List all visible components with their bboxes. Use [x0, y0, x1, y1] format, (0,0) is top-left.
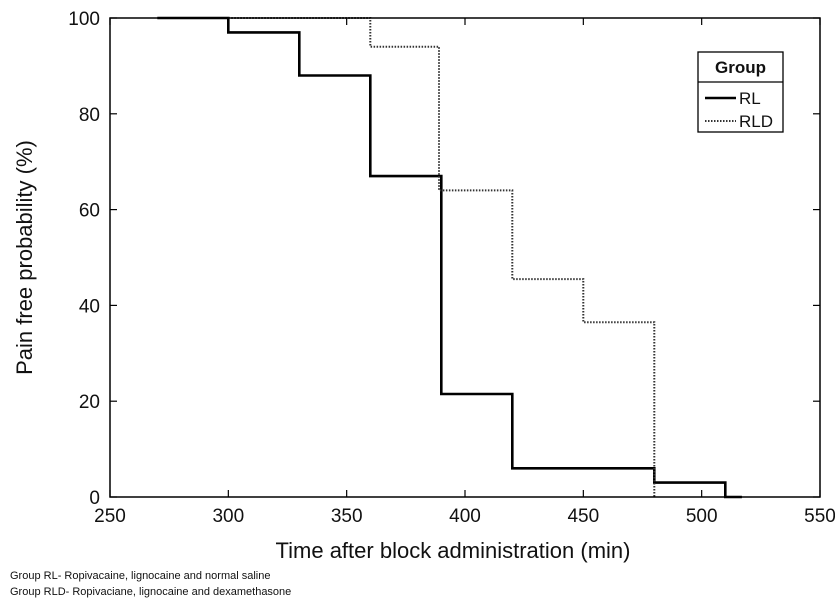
series-line-rl [157, 16, 742, 499]
x-tick-label: 500 [686, 506, 718, 527]
x-tick-label: 550 [804, 506, 835, 527]
y-tick-label: 0 [89, 488, 100, 509]
x-tick-label: 350 [331, 506, 363, 527]
series-line-rld [228, 17, 656, 497]
footnote-group-rl: Group RL- Ropivacaine, lignocaine and no… [10, 570, 271, 582]
legend-label-rl: RL [739, 89, 761, 108]
x-tick-label: 450 [567, 506, 599, 527]
legend-label-rld: RLD [739, 112, 773, 131]
y-tick-label: 60 [79, 201, 100, 222]
footnote-group-rld: Group RLD- Ropivaciane, lignocaine and d… [10, 586, 292, 598]
y-tick-label: 100 [68, 9, 100, 30]
survival-chart: 250 300 350 400 450 500 550 0 20 40 60 80 100 Time af… [12, 9, 835, 563]
x-tick-label: 400 [449, 506, 481, 527]
x-axis-label: Time after block administration (min) [276, 538, 631, 563]
y-tick-label: 80 [79, 105, 100, 126]
x-tick-label: 300 [212, 506, 244, 527]
y-axis-label: Pain free probability (%) [12, 140, 37, 375]
legend-title: Group [715, 58, 766, 77]
y-tick-label: 20 [79, 392, 100, 413]
y-tick-label: 40 [79, 296, 100, 317]
x-tick-label: 250 [94, 506, 126, 527]
legend-box [697, 51, 784, 133]
